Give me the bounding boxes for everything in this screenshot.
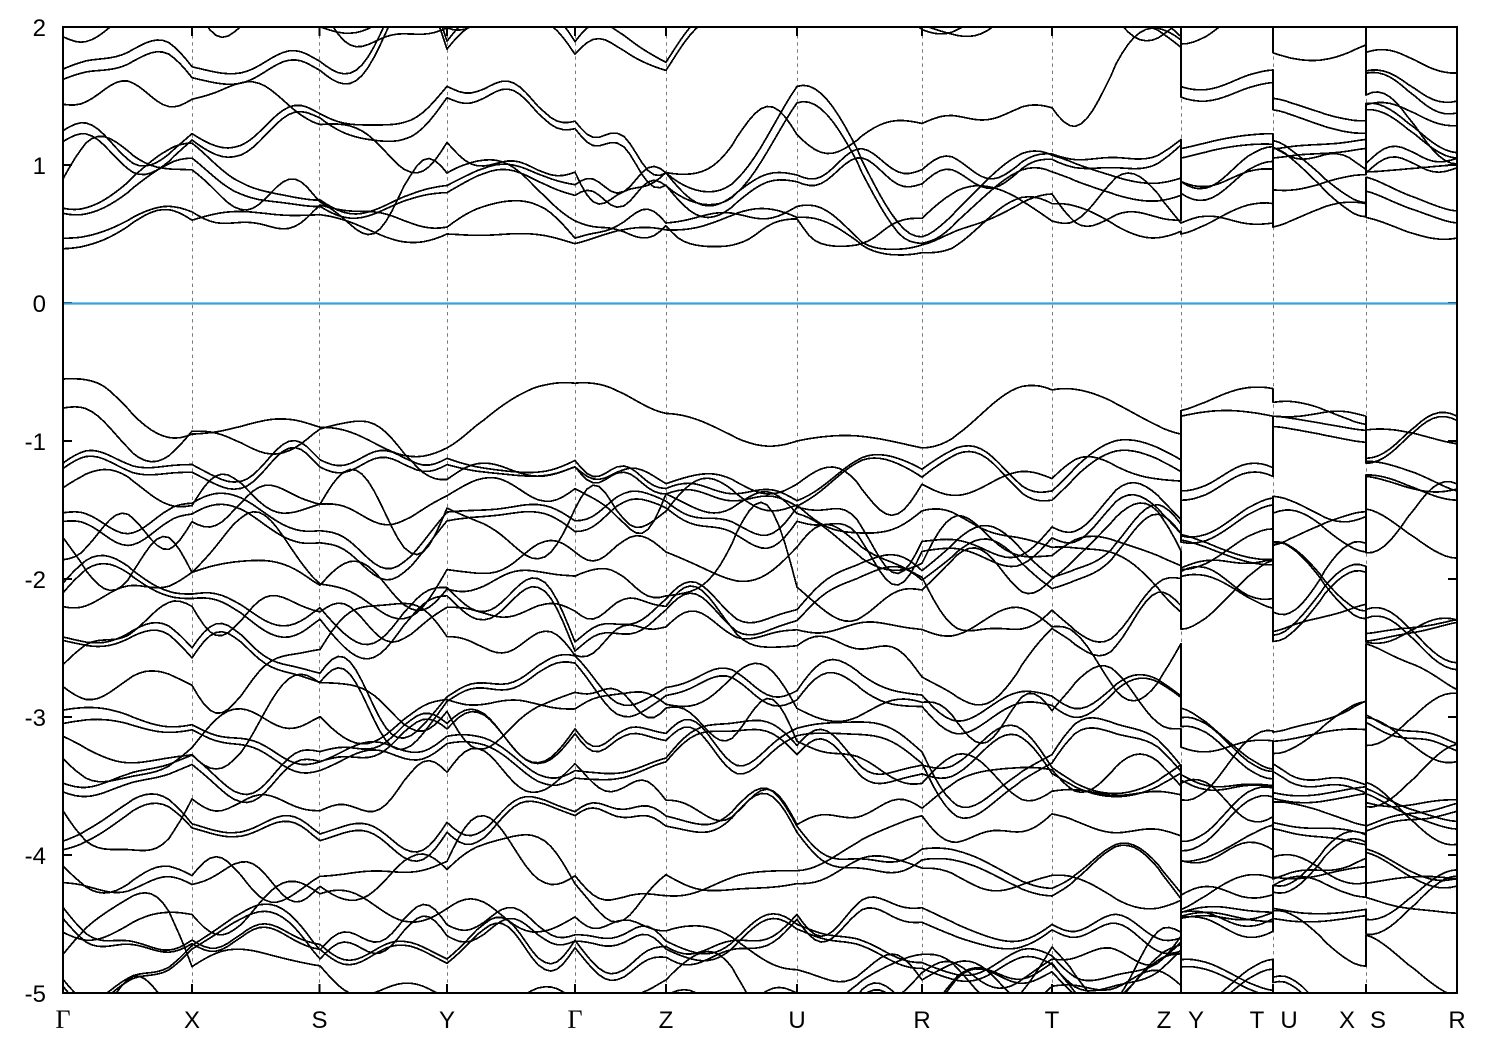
svg-text:X: X: [1339, 1007, 1355, 1034]
svg-text:U: U: [788, 1007, 805, 1034]
svg-text:Γ: Γ: [567, 1005, 582, 1034]
svg-text:-2: -2: [25, 567, 46, 594]
svg-text:Γ: Γ: [55, 1005, 70, 1034]
svg-text:-4: -4: [25, 843, 46, 870]
svg-text:X: X: [184, 1007, 200, 1034]
svg-text:S: S: [1370, 1007, 1386, 1034]
svg-text:2: 2: [33, 15, 46, 42]
svg-text:-5: -5: [25, 981, 46, 1008]
svg-text:T: T: [1250, 1007, 1265, 1034]
svg-text:R: R: [1448, 1007, 1465, 1034]
svg-text:1: 1: [33, 153, 46, 180]
svg-text:Y: Y: [439, 1007, 455, 1034]
svg-text:U: U: [1280, 1007, 1297, 1034]
svg-text:S: S: [311, 1007, 327, 1034]
svg-text:Y: Y: [1188, 1007, 1204, 1034]
svg-text:T: T: [1045, 1007, 1060, 1034]
svg-text:R: R: [913, 1007, 930, 1034]
svg-text:Z: Z: [1157, 1007, 1172, 1034]
svg-text:Z: Z: [659, 1007, 674, 1034]
svg-text:0: 0: [33, 291, 46, 318]
svg-text:-1: -1: [25, 429, 46, 456]
svg-text:-3: -3: [25, 705, 46, 732]
